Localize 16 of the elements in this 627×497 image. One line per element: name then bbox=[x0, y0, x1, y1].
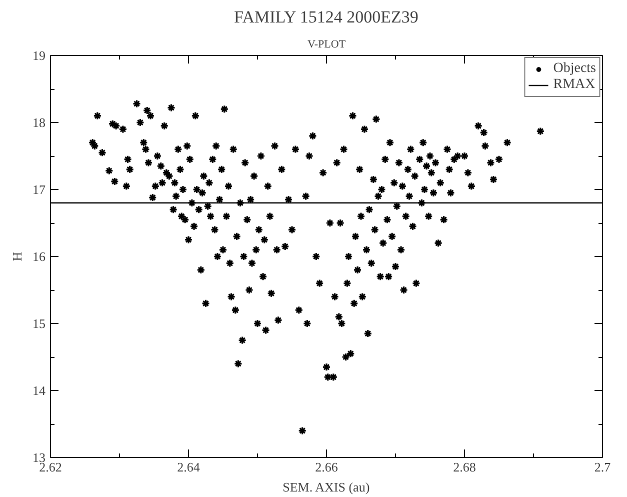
x-axis-title: SEM. AXIS (au) bbox=[282, 480, 370, 494]
y-tick-label: 18 bbox=[32, 115, 46, 130]
x-tick-label: 2.7 bbox=[594, 460, 612, 474]
chart-title: FAMILY 15124 2000EZ39 bbox=[234, 8, 418, 26]
x-tick-label: 2.68 bbox=[453, 460, 476, 474]
legend-label: RMAX bbox=[553, 77, 596, 93]
legend-label: Objects bbox=[553, 61, 596, 77]
x-tick-label: 2.66 bbox=[315, 460, 338, 474]
y-tick-label: 14 bbox=[32, 383, 46, 398]
y-axis-title: H bbox=[10, 252, 24, 262]
y-tick-label: 17 bbox=[32, 182, 46, 197]
y-tick-label: 15 bbox=[32, 316, 46, 331]
x-tick-label: 2.64 bbox=[177, 460, 200, 474]
chart-subtitle: V-PLOT bbox=[307, 38, 346, 50]
y-tick-label: 19 bbox=[32, 48, 46, 63]
y-tick-label: 16 bbox=[32, 249, 46, 264]
